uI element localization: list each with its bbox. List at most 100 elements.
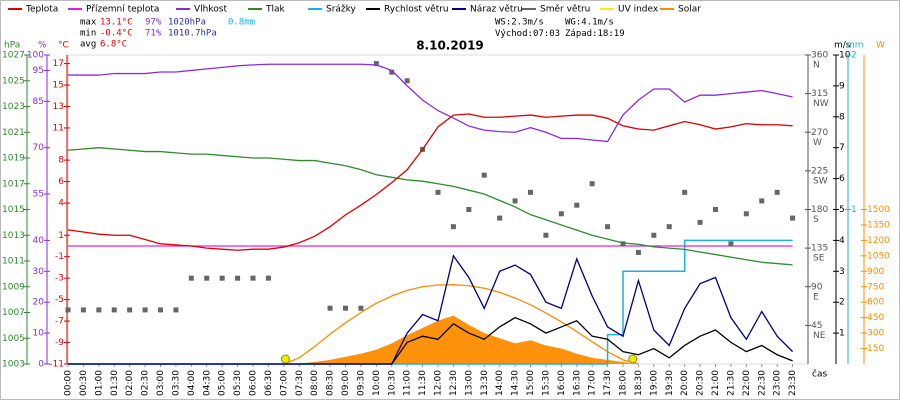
- direction-dot: [404, 78, 410, 84]
- direction-dot: [759, 198, 765, 204]
- series-line: [67, 147, 793, 266]
- x-tick-label: 01:00: [94, 370, 104, 396]
- y-tick-label: 1015: [2, 205, 25, 215]
- compass-label: N: [813, 61, 820, 71]
- direction-dot: [142, 307, 148, 313]
- y-tick-label: 45: [811, 321, 822, 331]
- axis-unit: m/s: [834, 41, 851, 51]
- y-tick-label: 9: [839, 81, 845, 91]
- compass-label: E: [813, 292, 819, 302]
- x-axis-label: čas: [812, 369, 827, 380]
- y-tick-label: 135: [811, 244, 828, 254]
- y-tick-label: 20: [33, 298, 45, 308]
- solar-area: [283, 315, 639, 364]
- x-tick-label: 16:30: [572, 370, 582, 396]
- y-tick-label: 1: [839, 329, 845, 339]
- compass-label: S: [813, 215, 819, 225]
- x-tick-label: 04:00: [187, 370, 197, 396]
- y-tick-label: 90: [811, 282, 823, 292]
- chart-title: 8.10.2019: [416, 39, 484, 53]
- x-tick-label: 17:30: [603, 370, 613, 396]
- wind-stat: WG:4.1m/s: [565, 18, 614, 28]
- y-tick-label: 180: [811, 205, 828, 215]
- y-tick-label: 4: [58, 199, 64, 209]
- y-tick-label: -11: [49, 360, 64, 370]
- stat-value: 13.1°C: [100, 18, 133, 28]
- direction-dot: [111, 307, 117, 313]
- y-tick-label: 2: [839, 298, 845, 308]
- stat-label: avg: [80, 40, 96, 50]
- axis-unit: W: [876, 41, 885, 51]
- x-tick-label: 06:00: [249, 370, 259, 396]
- y-tick-label: -7: [55, 317, 64, 327]
- x-tick-label: 01:30: [110, 370, 120, 396]
- y-tick-label: 13: [53, 102, 64, 112]
- y-tick-label: 300: [867, 329, 884, 339]
- stat-label: max: [80, 18, 97, 28]
- x-tick-label: 09:30: [356, 370, 366, 396]
- x-tick-label: 14:00: [495, 370, 505, 396]
- x-tick-label: 20:30: [696, 370, 706, 396]
- legend-label: Rychlost větru: [384, 5, 449, 15]
- stat-value: 1020hPa: [168, 18, 206, 28]
- sun-time: Východ:07:03: [495, 29, 560, 39]
- x-tick-label: 10:00: [372, 370, 382, 396]
- y-tick-label: 10: [839, 51, 851, 61]
- y-tick-label: 1005: [2, 334, 25, 344]
- stat-value: 6.8°C: [100, 40, 127, 50]
- direction-dot: [250, 275, 256, 281]
- x-tick-label: 15:30: [541, 370, 551, 396]
- direction-dot: [343, 305, 348, 311]
- direction-dot: [65, 307, 71, 313]
- x-tick-label: 11:00: [403, 370, 413, 396]
- series-line: [68, 63, 793, 143]
- x-tick-label: 21:00: [711, 370, 721, 396]
- legend-label: Tlak: [265, 5, 286, 15]
- y-tick-label: 750: [867, 282, 884, 292]
- y-tick-label: -9: [55, 338, 64, 348]
- x-tick-label: 21:30: [726, 370, 736, 396]
- x-tick-label: 15:00: [526, 370, 536, 396]
- direction-dot: [219, 275, 225, 281]
- axis-unit: °C: [58, 41, 69, 51]
- direction-dot: [204, 275, 210, 281]
- y-tick-label: 8: [839, 112, 845, 122]
- y-tick-label: 1050: [867, 251, 890, 261]
- direction-dot: [574, 202, 580, 208]
- direction-dot: [635, 249, 641, 255]
- x-tick-label: 20:00: [680, 370, 690, 396]
- y-tick-label: 1003: [2, 360, 25, 370]
- direction-dot: [589, 181, 595, 187]
- y-tick-label: 1: [851, 205, 857, 215]
- direction-dot: [558, 211, 564, 217]
- x-tick-label: 11:30: [418, 370, 428, 396]
- y-tick-label: 1500: [867, 205, 890, 215]
- x-tick-label: 03:00: [156, 370, 166, 396]
- direction-dot: [728, 241, 734, 247]
- x-tick-label: 00:00: [64, 370, 74, 396]
- legend-label: Vlhkost: [194, 5, 227, 15]
- x-tick-label: 05:30: [233, 370, 243, 396]
- y-tick-label: 100: [27, 51, 44, 61]
- direction-dot: [450, 224, 456, 230]
- solar-max-line: [283, 284, 639, 365]
- x-tick-label: 22:30: [757, 370, 767, 396]
- legend-label: Přízemní teplota: [86, 5, 159, 15]
- legend-label: Solar: [678, 5, 701, 15]
- y-tick-label: 55: [33, 190, 44, 200]
- legend-label: Teplota: [25, 5, 58, 15]
- direction-dot: [605, 224, 611, 230]
- y-tick-label: 2: [851, 51, 857, 61]
- x-tick-label: 23:00: [773, 370, 783, 396]
- stat-value: 97%: [145, 18, 162, 28]
- y-tick-label: 1013: [2, 231, 25, 241]
- x-tick-label: 16:00: [557, 370, 567, 396]
- y-tick-label: 1027: [2, 51, 25, 61]
- x-tick-label: 17:00: [588, 370, 598, 396]
- y-tick-label: 7: [839, 143, 845, 153]
- axis-unit: hPa: [4, 41, 20, 51]
- x-tick-label: 09:00: [341, 370, 351, 396]
- direction-dot: [327, 305, 333, 311]
- y-tick-label: 8: [58, 156, 64, 166]
